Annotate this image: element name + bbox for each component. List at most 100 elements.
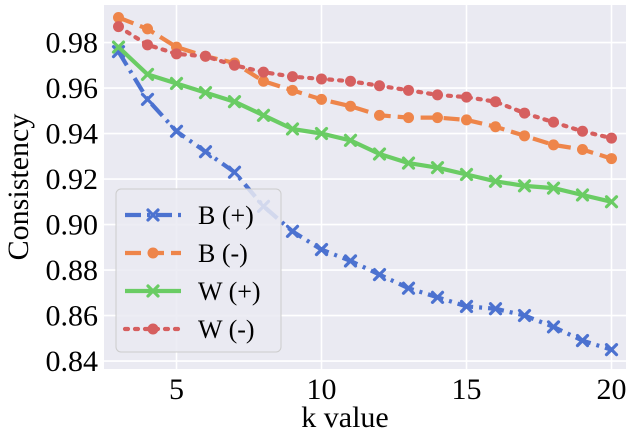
x-tick-label: 15	[452, 373, 482, 406]
data-point-stroke	[372, 147, 387, 161]
data-point	[345, 75, 356, 87]
data-point	[374, 109, 385, 121]
y-tick-label: 0.96	[46, 72, 99, 105]
data-point	[258, 66, 269, 78]
data-point	[198, 145, 213, 159]
data-point-stroke	[256, 108, 271, 122]
data-point	[604, 343, 619, 357]
data-point-stroke	[517, 308, 532, 323]
data-point	[372, 267, 387, 282]
y-tick-label: 0.84	[46, 345, 99, 378]
x-tick-label: 20	[597, 373, 627, 406]
data-point	[314, 126, 329, 141]
data-point	[577, 143, 588, 155]
data-point-stroke	[198, 85, 213, 100]
legend-label: B (+)	[198, 201, 254, 230]
data-point	[519, 107, 530, 119]
x-tick-label: 10	[307, 373, 337, 406]
data-point	[142, 39, 153, 51]
data-point-stroke	[430, 161, 445, 175]
data-point-stroke	[140, 67, 155, 81]
data-point	[169, 124, 184, 138]
data-point	[577, 125, 588, 137]
data-point	[432, 89, 443, 101]
data-point	[169, 76, 184, 91]
data-point	[111, 40, 126, 54]
legend-label: B (-)	[198, 239, 248, 268]
data-point	[258, 75, 269, 87]
data-point	[430, 290, 445, 304]
series-b	[111, 45, 619, 357]
data-point	[546, 181, 561, 195]
data-point	[575, 333, 590, 348]
legend-marker	[147, 247, 159, 259]
data-point	[256, 108, 271, 122]
data-point	[459, 167, 474, 182]
data-point-stroke	[604, 195, 619, 209]
data-point-stroke	[314, 126, 329, 141]
data-point-stroke	[140, 92, 155, 107]
data-point	[401, 281, 416, 295]
y-axis-label: Consistency	[2, 114, 35, 261]
y-tick-label: 0.92	[46, 163, 99, 196]
data-point	[459, 299, 474, 314]
data-point	[461, 114, 472, 126]
data-point	[461, 91, 472, 103]
data-point-stroke	[198, 145, 213, 159]
data-point-stroke	[430, 290, 445, 304]
y-tick-label: 0.90	[46, 209, 99, 242]
data-point-stroke	[575, 333, 590, 348]
data-point	[401, 156, 416, 170]
series-w	[113, 21, 617, 144]
data-point-stroke	[604, 343, 619, 357]
data-point	[142, 23, 153, 35]
data-point-stroke	[488, 174, 503, 188]
data-point	[546, 320, 561, 334]
data-point-stroke	[575, 188, 590, 202]
data-point-stroke	[401, 281, 416, 295]
data-point-stroke	[343, 254, 358, 268]
legend-label: W (+)	[198, 277, 261, 306]
data-point	[490, 96, 501, 108]
data-point	[287, 71, 298, 83]
data-point	[227, 165, 242, 179]
data-point-stroke	[169, 76, 184, 91]
data-point	[200, 50, 211, 62]
data-point	[488, 174, 503, 188]
y-tick-label: 0.94	[46, 118, 99, 151]
data-point	[548, 139, 559, 151]
data-point-stroke	[314, 242, 329, 257]
data-point	[606, 153, 617, 165]
data-point	[374, 80, 385, 92]
data-point	[113, 12, 124, 24]
y-tick-label: 0.98	[46, 27, 99, 60]
data-point	[287, 84, 298, 96]
data-point	[285, 224, 300, 238]
data-point	[403, 84, 414, 96]
data-point-stroke	[343, 133, 358, 147]
data-point-stroke	[372, 267, 387, 282]
data-point	[604, 195, 619, 209]
data-point-stroke	[546, 181, 561, 195]
data-point-stroke	[401, 156, 416, 170]
data-point	[430, 161, 445, 175]
data-point	[345, 100, 356, 112]
data-point	[575, 188, 590, 202]
data-point	[227, 95, 242, 109]
data-point-stroke	[227, 95, 242, 109]
data-point	[171, 48, 182, 60]
y-tick-label: 0.88	[46, 254, 99, 287]
x-tick-label: 5	[169, 373, 184, 406]
series-line	[117, 15, 613, 161]
data-point	[343, 254, 358, 268]
data-point-stroke	[488, 302, 503, 316]
data-point	[517, 179, 532, 193]
x-axis-ticks: 5 10 15 20	[169, 373, 627, 406]
data-point	[432, 112, 443, 124]
x-axis-label: k value	[301, 401, 388, 434]
data-point-stroke	[285, 224, 300, 238]
data-point-stroke	[459, 167, 474, 182]
data-point	[229, 59, 240, 71]
data-point-stroke	[517, 179, 532, 193]
